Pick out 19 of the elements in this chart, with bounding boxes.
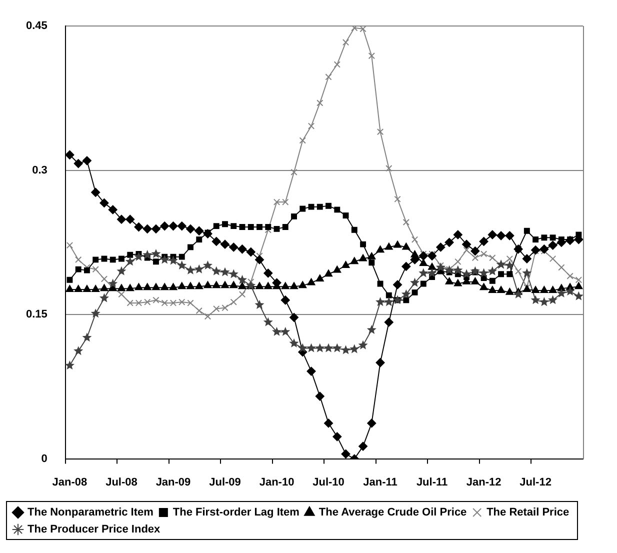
x-tick-label: Jul-08: [106, 476, 138, 488]
x-tick-label: Jan-08: [52, 476, 88, 488]
x-tick-label: Jul-11: [416, 476, 448, 488]
y-tick-label: 0.15: [26, 308, 48, 321]
y-tick-label: 0: [41, 452, 48, 465]
legend-label: The Retail Price: [486, 506, 570, 519]
y-tick-label: 0.3: [32, 164, 48, 176]
x-tick-label: Jan-10: [259, 476, 294, 488]
x-tick-label: Jan-12: [466, 476, 502, 488]
legend-label: The Producer Price Index: [28, 524, 162, 536]
x-tick-label: Jan-11: [363, 476, 398, 488]
legend-label: The Average Crude Oil Price: [318, 506, 467, 519]
x-tick-label: Jan-09: [156, 476, 191, 488]
x-tick-label: Jul-09: [209, 476, 241, 488]
legend-label: The Nonparametric Item: [28, 506, 154, 519]
x-tick-label: Jul-12: [520, 476, 552, 488]
x-tick-label: Jul-10: [312, 476, 344, 488]
y-tick-label: 0.45: [26, 20, 48, 32]
legend-label: The First-order Lag Item: [172, 506, 300, 519]
